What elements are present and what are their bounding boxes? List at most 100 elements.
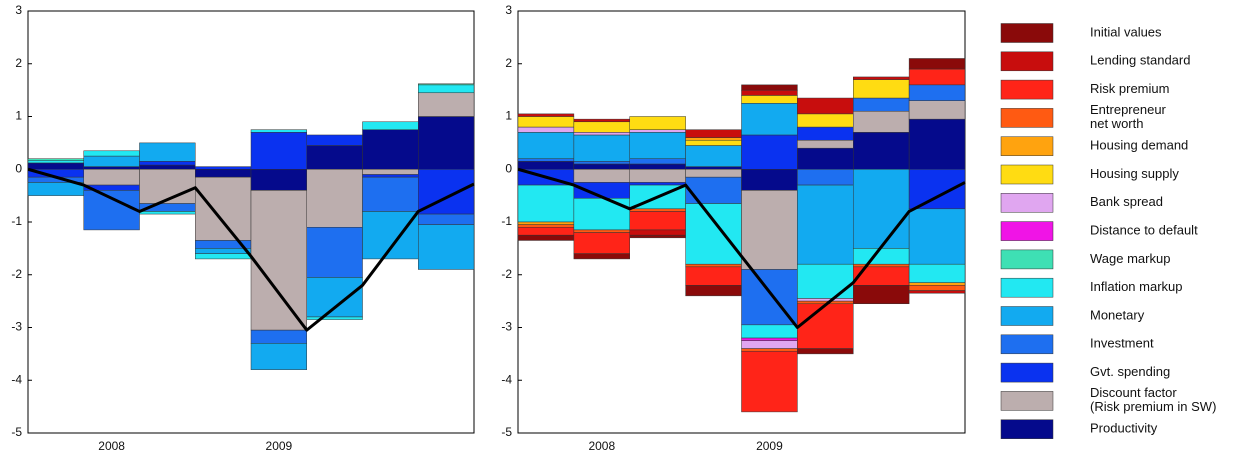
legend-swatch <box>1000 51 1054 72</box>
bar-segment <box>362 129 419 170</box>
bar-segment <box>306 134 363 146</box>
bar-segment <box>797 147 854 170</box>
bar-segment <box>27 160 84 164</box>
bar-segment <box>139 164 196 170</box>
bar-segment <box>139 142 196 162</box>
legend-label: Housing supply <box>1090 166 1179 181</box>
legend-label: Investment <box>1090 336 1154 351</box>
y-tick-label: -1 <box>11 214 22 228</box>
bar-segment <box>195 166 252 170</box>
x-tick-label: 2009 <box>266 439 293 453</box>
bar-segment <box>418 92 475 117</box>
y-tick-label: 0 <box>505 161 512 175</box>
legend-label: Risk premium <box>1090 81 1169 96</box>
bar-segment <box>629 211 686 231</box>
bar-segment <box>27 182 84 196</box>
bar-segment <box>853 248 910 265</box>
bar-segment <box>853 97 910 112</box>
bar-segment <box>741 324 798 339</box>
bar-segment <box>629 129 686 133</box>
bar-segment <box>629 158 686 165</box>
bar-segment <box>517 221 575 225</box>
bar-segment <box>139 211 196 215</box>
bar-segment <box>362 174 419 178</box>
legend-label: Wage markup <box>1090 251 1170 266</box>
bar-segment <box>853 79 910 99</box>
legend-swatch <box>1000 79 1054 100</box>
y-tick-label: 3 <box>505 3 512 17</box>
y-tick-label: -3 <box>11 320 22 334</box>
legend-label: Distance to default <box>1090 223 1198 238</box>
bar-segment <box>853 169 910 249</box>
bar-segment <box>573 198 630 231</box>
bar-segment <box>685 139 742 146</box>
bar-segment <box>517 184 575 223</box>
bar-segment <box>908 118 966 170</box>
bar-segment <box>362 176 419 212</box>
bar-segment <box>629 208 686 212</box>
legend-label: Entrepreneur net worth <box>1090 102 1167 131</box>
y-tick-label: 1 <box>505 109 512 123</box>
bar-segment <box>741 134 798 170</box>
bar-segment <box>908 282 966 286</box>
x-tick-label: 2009 <box>756 439 783 453</box>
bar-segment <box>685 137 742 141</box>
bar-segment <box>573 121 630 133</box>
bar-segment <box>83 155 140 167</box>
x-tick-label: 2008 <box>588 439 615 453</box>
bar-segment <box>418 116 475 170</box>
bar-segment <box>908 285 966 291</box>
bar-segment <box>418 224 475 270</box>
legend-swatch <box>1000 193 1054 213</box>
bar-segment <box>741 350 798 413</box>
bar-segment <box>741 169 798 191</box>
legend-label: Initial values <box>1090 24 1162 39</box>
bar-segment <box>853 76 910 80</box>
bar-segment <box>418 213 475 225</box>
y-tick-label: 2 <box>505 56 512 70</box>
bar-segment <box>306 145 363 170</box>
bar-segment <box>195 253 252 260</box>
bar-segment <box>741 103 798 136</box>
bar-segment <box>573 118 630 123</box>
bar-segment <box>250 169 307 191</box>
data-line <box>27 167 475 332</box>
bar-segment <box>517 116 575 128</box>
legend-swatch <box>1000 334 1054 355</box>
bar-segment <box>573 132 630 136</box>
bar-segment <box>139 169 196 204</box>
legend-swatch <box>1000 391 1054 411</box>
bar-segment <box>250 132 307 170</box>
bar-segment <box>741 340 798 349</box>
bar-segment <box>83 166 140 170</box>
bar-segment <box>250 329 307 344</box>
legend-label: Monetary <box>1090 307 1145 322</box>
bar-segment <box>853 132 910 170</box>
bar-segment <box>853 263 910 268</box>
legend-label: Bank spread <box>1090 194 1163 209</box>
legend-swatch <box>1000 136 1054 156</box>
bar-segment <box>797 303 854 349</box>
bar-segment <box>629 169 686 183</box>
legend-swatch <box>1000 362 1054 383</box>
bar-segment <box>629 163 686 170</box>
bar-segment <box>573 134 630 162</box>
bar-segment <box>83 169 140 186</box>
bar-segment <box>741 95 798 104</box>
bar-segment <box>517 224 575 228</box>
y-tick-label: -5 <box>501 425 512 439</box>
bar-segment <box>250 343 307 370</box>
y-tick-label: -5 <box>11 425 22 439</box>
bar-segment <box>629 234 686 239</box>
bar-segment <box>685 203 742 265</box>
bar-segment <box>741 348 798 352</box>
bar-segment <box>629 132 686 159</box>
bar-segment <box>250 190 307 331</box>
legend-swatch <box>1000 419 1054 439</box>
legend-label: Productivity <box>1090 421 1158 436</box>
bar-segment <box>517 113 575 117</box>
legend-label: Inflation markup <box>1090 279 1183 294</box>
bar-segment <box>908 84 966 101</box>
bar-segment <box>908 263 966 283</box>
